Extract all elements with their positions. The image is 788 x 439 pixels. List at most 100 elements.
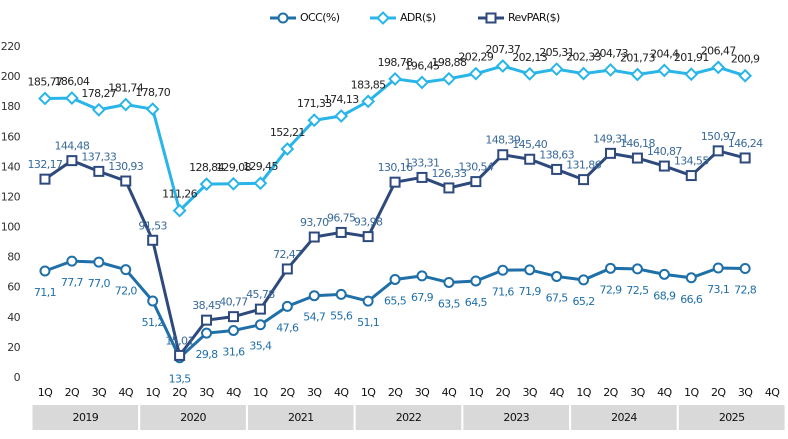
- data-label: 72,8: [734, 283, 757, 296]
- x-tick-label: 4Q: [442, 386, 457, 399]
- year-label: 2022: [396, 411, 422, 424]
- data-label: 72,47: [273, 248, 302, 261]
- x-tick-label: 3Q: [738, 386, 753, 399]
- data-point: [576, 66, 591, 81]
- data-label: 134,55: [674, 155, 709, 168]
- data-point: [711, 60, 726, 75]
- x-tick-label: 3Q: [92, 386, 107, 399]
- data-point: [39, 173, 51, 185]
- data-label: 35,4: [249, 340, 272, 353]
- y-tick-label: 200: [1, 70, 21, 83]
- data-label: 67,5: [546, 291, 569, 304]
- data-label: 137,33: [81, 150, 116, 163]
- x-tick-label: 4Q: [119, 386, 134, 399]
- year-label: 2025: [719, 411, 745, 424]
- data-point: [388, 72, 402, 86]
- data-label: 63,5: [438, 297, 461, 310]
- data-point: [199, 177, 214, 192]
- data-point: [389, 176, 401, 188]
- data-label: 68,9: [653, 289, 676, 302]
- data-point: [281, 263, 293, 275]
- data-label: 174,13: [324, 93, 359, 106]
- data-label: 130,54: [458, 161, 493, 174]
- data-label: 51,2: [142, 316, 164, 329]
- data-label: 71,9: [519, 285, 542, 298]
- data-label: 72,5: [626, 284, 649, 297]
- data-point: [551, 270, 563, 282]
- data-point: [91, 102, 106, 117]
- x-tick-label: 3Q: [630, 386, 645, 399]
- data-label: 198,78: [378, 56, 413, 69]
- legend-label: OCC(%): [300, 11, 340, 24]
- data-point: [64, 91, 79, 106]
- data-label: 202,29: [458, 51, 493, 64]
- x-tick-label: 2Q: [65, 386, 80, 399]
- data-label: 15,01: [165, 334, 194, 347]
- y-tick-label: 40: [7, 311, 20, 324]
- data-label: 204,4: [650, 47, 679, 60]
- data-point: [226, 176, 241, 191]
- x-tick-label: 4Q: [226, 386, 241, 399]
- legend-marker: [277, 12, 289, 24]
- data-point: [497, 149, 509, 161]
- data-point: [147, 234, 159, 246]
- data-point: [174, 349, 186, 361]
- data-label: 131,86: [566, 159, 601, 172]
- data-point: [254, 319, 266, 331]
- x-tick-label: 3Q: [415, 386, 430, 399]
- data-label: 54,7: [303, 311, 326, 324]
- data-point: [522, 66, 537, 81]
- data-point: [227, 324, 239, 336]
- y-tick-label: 120: [1, 190, 21, 203]
- x-tick-label: 1Q: [38, 386, 53, 399]
- data-label: 65,5: [384, 294, 407, 307]
- data-label: 73,1: [707, 283, 729, 296]
- data-label: 130,16: [378, 161, 413, 174]
- y-tick-label: 20: [7, 341, 20, 354]
- data-point: [147, 295, 159, 307]
- data-point: [254, 303, 266, 315]
- year-label: 2021: [288, 411, 314, 424]
- data-point: [468, 66, 483, 81]
- data-label: 185,77: [28, 76, 63, 89]
- x-tick-label: 2Q: [280, 386, 295, 399]
- year-label: 2023: [503, 411, 529, 424]
- data-label: 128,84: [189, 161, 224, 174]
- data-point: [739, 262, 751, 274]
- data-label: 138,63: [539, 148, 574, 161]
- year-cell: [245, 403, 356, 432]
- year-cell: [30, 403, 141, 432]
- data-label: 126,33: [431, 167, 466, 180]
- data-point: [443, 182, 455, 194]
- data-label: 206,47: [701, 44, 736, 57]
- data-point: [362, 295, 374, 307]
- data-point: [685, 272, 697, 284]
- data-label: 146,24: [728, 137, 763, 150]
- data-point: [335, 226, 347, 238]
- data-label: 204,73: [593, 47, 628, 60]
- data-label: 130,93: [108, 160, 143, 173]
- legend-label: RevPAR($): [508, 11, 560, 24]
- data-label: 51,1: [357, 316, 379, 329]
- data-point: [145, 102, 160, 117]
- data-point: [280, 142, 295, 156]
- data-label: 144,48: [54, 140, 89, 153]
- data-point: [631, 263, 643, 275]
- year-label: 2020: [180, 411, 206, 424]
- data-label: 93,70: [300, 216, 329, 229]
- x-tick-label: 1Q: [253, 386, 268, 399]
- data-label: 67,9: [411, 291, 434, 304]
- data-point: [308, 231, 320, 243]
- data-point: [524, 264, 536, 276]
- x-tick-label: 4Q: [334, 386, 349, 399]
- data-label: 129,45: [243, 160, 278, 173]
- data-label: 150,97: [701, 130, 736, 143]
- data-label: 64,5: [465, 296, 488, 309]
- data-label: 66,6: [680, 293, 703, 306]
- y-tick-label: 180: [1, 100, 21, 113]
- data-label: 198,88: [431, 56, 466, 69]
- x-tick-label: 1Q: [145, 386, 160, 399]
- data-point: [39, 265, 51, 277]
- data-point: [93, 256, 105, 268]
